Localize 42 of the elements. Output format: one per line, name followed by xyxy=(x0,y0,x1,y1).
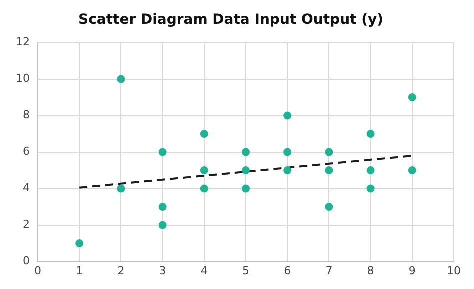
point xyxy=(117,184,126,193)
point xyxy=(158,221,167,230)
point xyxy=(200,130,208,138)
y-tick-label: 10 xyxy=(16,72,30,86)
point xyxy=(366,184,375,193)
x-tick-label: 5 xyxy=(242,264,250,278)
point xyxy=(242,166,250,175)
x-tick-label: 4 xyxy=(200,264,208,278)
y-tick-label: 12 xyxy=(16,36,30,49)
point xyxy=(325,166,334,175)
point xyxy=(284,148,292,156)
point xyxy=(366,166,375,175)
point xyxy=(158,203,167,212)
y-tick-label: 4 xyxy=(22,182,30,195)
point xyxy=(158,148,167,156)
chart-title: Scatter Diagram Data Input Output (y) xyxy=(78,12,384,28)
point xyxy=(408,166,416,175)
point xyxy=(200,184,208,193)
x-tick-label: 0 xyxy=(34,264,42,278)
x-tick-label: 1 xyxy=(76,264,84,278)
x-tick-label: 6 xyxy=(284,264,292,278)
y-tick-label: 2 xyxy=(22,218,30,232)
point xyxy=(325,148,334,156)
point xyxy=(242,148,250,156)
x-tick-label: 2 xyxy=(118,264,125,278)
point xyxy=(325,203,334,212)
point xyxy=(284,112,292,120)
x-tick-label: 9 xyxy=(408,264,416,278)
point xyxy=(242,184,250,193)
x-tick-label: 3 xyxy=(159,264,166,278)
point xyxy=(366,130,375,138)
y-tick-label: 0 xyxy=(22,254,30,268)
point xyxy=(76,240,84,248)
y-tick-label: 6 xyxy=(22,145,30,158)
y-tick-label: 8 xyxy=(22,108,30,122)
point xyxy=(117,75,126,84)
point xyxy=(408,94,416,102)
x-tick-label: 7 xyxy=(326,264,333,278)
point xyxy=(284,166,292,175)
x-tick-label: 10 xyxy=(447,264,461,278)
point xyxy=(200,166,208,175)
x-tick-label: 8 xyxy=(367,264,374,278)
